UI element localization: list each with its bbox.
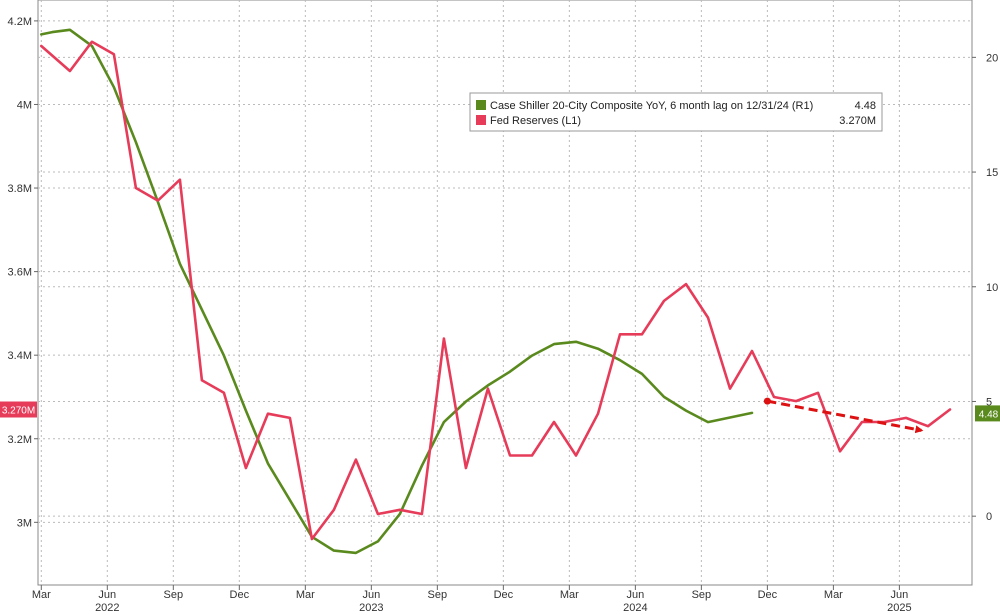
x-year-label: 2023 [359,602,383,614]
y-left-tick-label: 3.6M [8,267,32,279]
x-year-label: 2025 [887,602,911,614]
trend-arrow [767,399,924,434]
case-shiller-value-tag [975,405,1000,422]
x-tick-label: Sep [164,589,184,601]
x-tick-label: Jun [626,589,644,601]
y-right-tick-label: 0 [986,511,992,523]
x-tick-label: Jun [98,589,116,601]
x-tick-label: Mar [560,589,579,601]
x-tick-label: Sep [428,589,448,601]
x-tick-label: Dec [758,589,778,601]
legend-swatch [476,100,486,110]
y-right-tick-label: 10 [986,282,998,294]
x-tick-label: Sep [692,589,712,601]
legend-entry-value: 3.270M [839,115,876,127]
y-left-tick-label: 3.8M [8,183,32,195]
y-left-tick-label: 3M [17,517,32,529]
fed-reserves-value-label: 3.270M [2,406,35,417]
y-left-tick-label: 3.2M [8,434,32,446]
y-left-tick-label: 4.2M [8,16,32,28]
legend-entry-value: 4.48 [855,100,876,112]
x-year-label: 2022 [95,602,119,614]
y-right-tick-label: 15 [986,167,998,179]
legend-entry-label: Case Shiller 20-City Composite YoY, 6 mo… [490,100,813,112]
x-tick-label: Dec [230,589,250,601]
y-right-tick-label: 20 [986,52,998,64]
plot-area [37,0,973,586]
y-left-tick-label: 4M [17,99,32,111]
case-shiller-value-label: 4.48 [979,409,999,420]
legend-entry-label: Fed Reserves (L1) [490,115,581,127]
legend-swatch [476,115,486,125]
x-year-label: 2024 [623,602,647,614]
x-tick-label: Mar [296,589,315,601]
x-tick-label: Jun [891,589,909,601]
x-tick-label: Mar [824,589,843,601]
x-tick-label: Mar [32,589,51,601]
x-tick-label: Jun [362,589,380,601]
fed-reserves-value-tag [0,401,37,418]
fed-reserves-line [39,40,952,541]
legend-box [469,92,883,132]
y-right-tick-label: 5 [986,396,992,408]
case-shiller-line [39,28,754,555]
y-left-tick-label: 3.4M [8,350,32,362]
x-tick-label: Dec [494,589,514,601]
